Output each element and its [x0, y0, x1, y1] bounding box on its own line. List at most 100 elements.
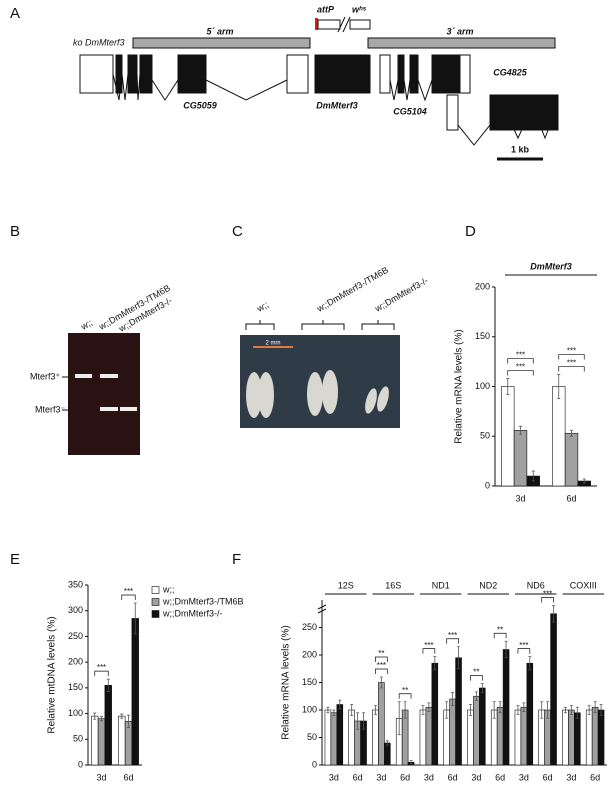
- error-bar: [593, 701, 597, 714]
- error-bar: [569, 705, 573, 715]
- bar: [574, 712, 581, 766]
- panel-label: D: [465, 223, 476, 240]
- error-bar: [106, 678, 110, 692]
- sig-bracket: [507, 358, 534, 364]
- band-label: Mterf3⁻: [35, 404, 66, 414]
- y-tick-label: 350: [68, 579, 83, 589]
- bar: [384, 742, 391, 766]
- error-bar: [133, 602, 137, 635]
- sig-bracket: [558, 354, 585, 360]
- error-bar: [445, 701, 449, 719]
- y-tick-label: 50: [73, 734, 83, 744]
- error-bar: [356, 712, 360, 730]
- bar: [104, 684, 112, 766]
- error-bar: [373, 705, 377, 715]
- bar: [131, 618, 139, 766]
- bar: [97, 718, 106, 766]
- sig-bracket: [375, 668, 388, 674]
- lane-label: w;;DmMterf3-/-: [372, 275, 429, 314]
- x-tick-label: 6d: [495, 772, 505, 782]
- gene-label: DmMterf3: [316, 100, 358, 110]
- error-bar: [421, 705, 425, 715]
- y-tick-label: 0: [485, 480, 490, 490]
- arm-label: 3´ arm: [446, 26, 473, 36]
- x-tick-label: 6d: [448, 772, 458, 782]
- bar: [550, 613, 557, 766]
- x-tick-label: 3d: [566, 772, 576, 782]
- y-tick-label: 100: [302, 704, 317, 714]
- gel-band: [120, 407, 137, 411]
- gel-band: [100, 407, 118, 411]
- error-bar: [385, 740, 389, 746]
- arm-label: 5´ arm: [206, 26, 233, 36]
- error-bar: [100, 716, 103, 722]
- sig-label: ***: [567, 347, 576, 356]
- y-tick-label: 250: [68, 631, 83, 641]
- bar: [568, 709, 575, 766]
- y-tick-label: 250: [302, 622, 317, 632]
- chart-title: DmMterf3: [530, 261, 572, 271]
- bar: [473, 695, 480, 766]
- gene-label: CG4825: [493, 67, 528, 77]
- x-tick-label: 3d: [515, 493, 525, 503]
- bar: [467, 709, 474, 766]
- panel-label: A: [10, 5, 20, 22]
- sig-bracket: [507, 370, 534, 376]
- panel-label: F: [232, 551, 241, 568]
- error-bar: [516, 705, 520, 715]
- bar: [330, 712, 338, 766]
- panel-label: E: [10, 551, 20, 568]
- bar: [501, 386, 515, 487]
- sig-label: **: [473, 668, 479, 677]
- error-bar: [338, 699, 342, 710]
- bar: [564, 432, 579, 487]
- x-tick-label: 3d: [376, 772, 386, 782]
- sig-label: ***: [377, 661, 386, 670]
- error-bar: [332, 709, 336, 716]
- sig-label: ***: [519, 641, 528, 650]
- attp-label: attP: [317, 4, 335, 14]
- error-bar: [397, 701, 401, 736]
- gel-image: [68, 333, 140, 455]
- error-bar: [433, 656, 437, 671]
- group-label: ND6: [527, 580, 545, 590]
- error-bar: [127, 714, 130, 728]
- y-tick-label: 100: [475, 381, 490, 391]
- bar: [419, 709, 427, 766]
- bar: [425, 706, 433, 766]
- bar: [431, 662, 439, 766]
- error-bar: [563, 706, 567, 714]
- bar: [502, 649, 510, 766]
- y-tick-label: 50: [480, 431, 490, 441]
- sig-bracket: [541, 597, 554, 603]
- bar: [520, 706, 528, 766]
- legend-label: w;;DmMterf3-/TM6B: [162, 596, 244, 606]
- gel-band: [100, 374, 118, 378]
- error-bar: [522, 702, 526, 713]
- sig-bracket: [470, 675, 483, 681]
- bar: [496, 706, 504, 766]
- y-tick-label: 0: [78, 759, 83, 769]
- bar: [91, 715, 99, 766]
- error-bar: [546, 701, 550, 719]
- bar: [455, 657, 462, 766]
- bar: [378, 682, 385, 766]
- error-bar: [120, 713, 124, 719]
- sig-label: ***: [424, 641, 433, 650]
- legend-swatch: [151, 586, 160, 594]
- error-bar: [409, 760, 413, 765]
- error-bar: [350, 704, 354, 716]
- gene-map: [79, 16, 559, 161]
- error-bar: [498, 701, 502, 714]
- y-tick-label: 150: [302, 677, 317, 687]
- x-tick-label: 3d: [471, 772, 481, 782]
- error-bar: [528, 656, 532, 671]
- scale-label: 1 kb: [511, 144, 530, 154]
- x-tick-label: 6d: [123, 772, 133, 782]
- group-label: 16S: [385, 580, 401, 590]
- x-tick-label: 3d: [329, 772, 339, 782]
- y-axis-label: Relative mRNA levels (%): [281, 625, 292, 739]
- x-tick-label: 6d: [353, 772, 363, 782]
- sig-label: ***: [97, 663, 106, 672]
